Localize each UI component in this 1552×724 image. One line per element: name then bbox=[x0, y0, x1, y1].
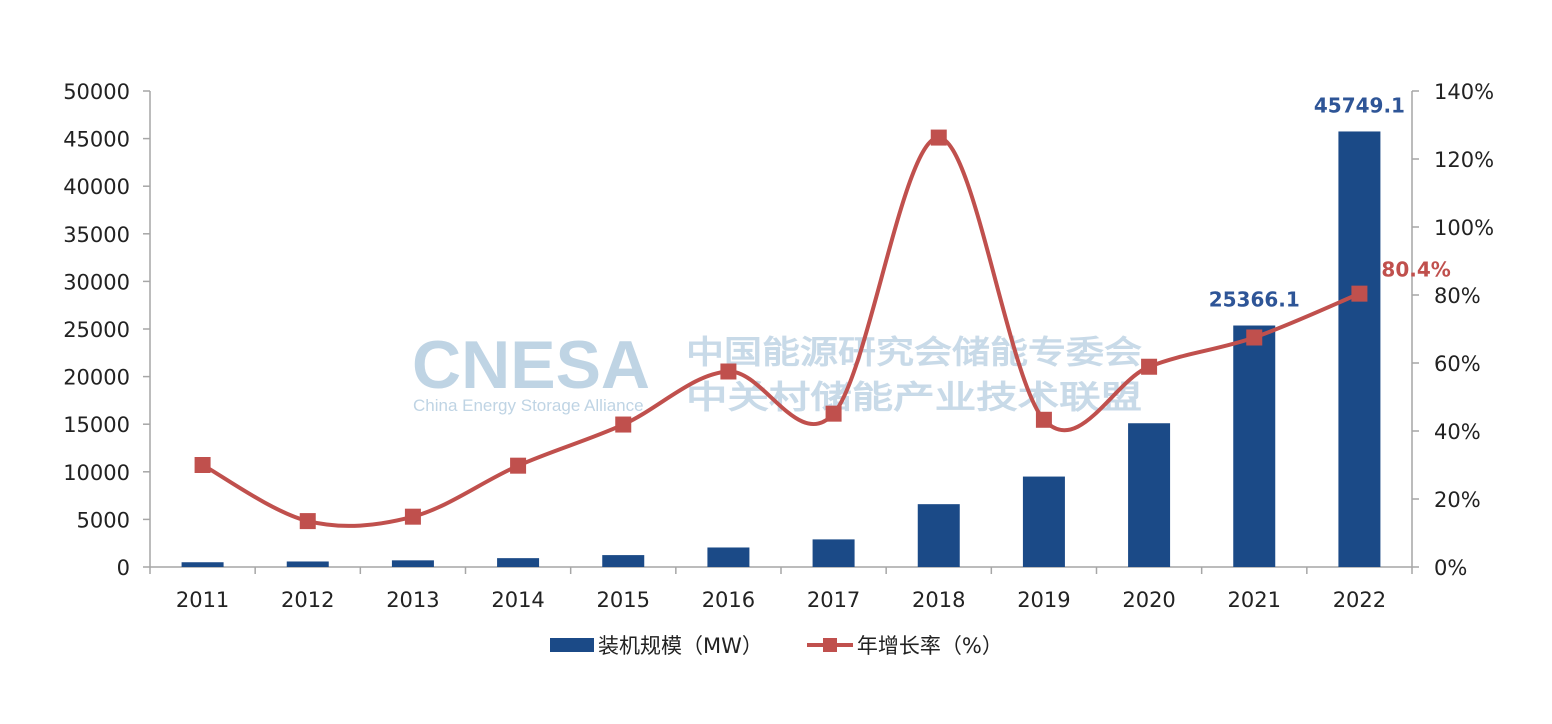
y-right-tick-label: 0% bbox=[1434, 556, 1467, 580]
x-tick-label: 2012 bbox=[281, 588, 334, 612]
line-marker-2012 bbox=[299, 513, 316, 530]
y-right-tick-label: 80% bbox=[1434, 284, 1481, 308]
x-tick-label: 2018 bbox=[912, 588, 965, 612]
watermark-logo: CNESA bbox=[412, 327, 650, 403]
legend-bar-label: 装机规模（MW） bbox=[598, 634, 763, 658]
bar-2022 bbox=[1338, 131, 1381, 567]
line-marker-2017 bbox=[825, 405, 842, 422]
cnesa-watermark: CNESA China Energy Storage Alliance 中国能源… bbox=[412, 327, 1142, 416]
data-labels: 25366.1 45749.1 80.4% bbox=[1209, 93, 1451, 311]
line-marker-2019 bbox=[1035, 411, 1052, 428]
bar-data-label: 25366.1 bbox=[1209, 288, 1300, 312]
bar-2013 bbox=[391, 560, 434, 567]
y-right-tick-label: 120% bbox=[1434, 148, 1494, 172]
y-right-tick-label: 140% bbox=[1434, 80, 1494, 104]
x-tick-label: 2013 bbox=[386, 588, 439, 612]
legend-line-swatch bbox=[806, 638, 853, 652]
line-marker-2022 bbox=[1351, 285, 1368, 302]
bar-2012 bbox=[286, 561, 329, 567]
y-left-tick-label: 15000 bbox=[63, 413, 130, 437]
y-left-tick-label: 35000 bbox=[63, 223, 130, 247]
axes: 0 5000 10000 15000 20000 25000 30000 35000 40000… bbox=[63, 80, 1494, 612]
y-left-tick-label: 25000 bbox=[63, 318, 130, 342]
x-tick-label: 2020 bbox=[1122, 588, 1175, 612]
y-left-tick-label: 45000 bbox=[63, 128, 130, 152]
bar-data-label: 45749.1 bbox=[1314, 93, 1405, 117]
x-tick-label: 2021 bbox=[1228, 588, 1281, 612]
legend-item-bar: 装机规模（MW） bbox=[550, 630, 763, 660]
x-tick-label: 2022 bbox=[1333, 588, 1386, 612]
bar-2015 bbox=[602, 555, 645, 567]
line-marker-2018 bbox=[930, 129, 947, 146]
bar-2017 bbox=[812, 539, 855, 567]
y-left-tick-label: 20000 bbox=[63, 366, 130, 390]
legend-line-label: 年增长率（%） bbox=[856, 634, 1003, 658]
line-marker-2014 bbox=[510, 457, 527, 474]
bar-2021 bbox=[1233, 325, 1276, 567]
legend: 装机规模（MW） 年增长率（%） bbox=[550, 630, 1047, 660]
bar-2011 bbox=[181, 562, 224, 567]
line-data-label: 80.4% bbox=[1381, 258, 1450, 282]
y-left-tick-label: 0 bbox=[117, 556, 130, 580]
line-marker-2011 bbox=[194, 457, 211, 473]
y-left-tick-label: 10000 bbox=[63, 461, 130, 485]
x-tick-label: 2011 bbox=[176, 588, 229, 612]
line-marker-2013 bbox=[404, 508, 421, 525]
legend-item-line: 年增长率（%） bbox=[806, 630, 1003, 660]
bar-2019 bbox=[1022, 476, 1065, 567]
line-marker-2016 bbox=[720, 363, 737, 380]
x-tick-label: 2015 bbox=[597, 588, 650, 612]
bar-2018 bbox=[917, 504, 960, 567]
y-left-tick-label: 40000 bbox=[63, 175, 130, 199]
line-marker-2015 bbox=[615, 416, 632, 433]
line-marker-2021 bbox=[1246, 329, 1263, 346]
x-tick-label: 2014 bbox=[491, 588, 544, 612]
x-tick-label: 2016 bbox=[702, 588, 755, 612]
y-right-tick-label: 60% bbox=[1434, 352, 1481, 376]
y-right-tick-label: 100% bbox=[1434, 216, 1494, 240]
legend-bar-swatch bbox=[550, 638, 594, 652]
y-right-tick-label: 40% bbox=[1434, 420, 1481, 444]
bar-2016 bbox=[707, 547, 750, 567]
watermark-logo-subtitle: China Energy Storage Alliance bbox=[413, 396, 644, 415]
x-tick-label: 2017 bbox=[807, 588, 860, 612]
y-left-tick-label: 5000 bbox=[77, 508, 130, 532]
growth-rate-line bbox=[201, 135, 1361, 528]
y-left-tick-label: 30000 bbox=[63, 270, 130, 294]
line-marker-2020 bbox=[1141, 358, 1158, 375]
watermark-cn-line-1: 中国能源研究会储能专委会 bbox=[686, 333, 1142, 371]
bar-2014 bbox=[497, 558, 540, 567]
y-right-tick-label: 20% bbox=[1434, 488, 1481, 512]
watermark-cn-line-2: 中关村储能产业技术联盟 bbox=[686, 378, 1142, 416]
bar-2020 bbox=[1128, 423, 1171, 567]
x-tick-label: 2019 bbox=[1017, 588, 1070, 612]
bar-series bbox=[181, 131, 1381, 567]
y-left-tick-label: 50000 bbox=[63, 80, 130, 104]
line-series bbox=[194, 129, 1368, 530]
